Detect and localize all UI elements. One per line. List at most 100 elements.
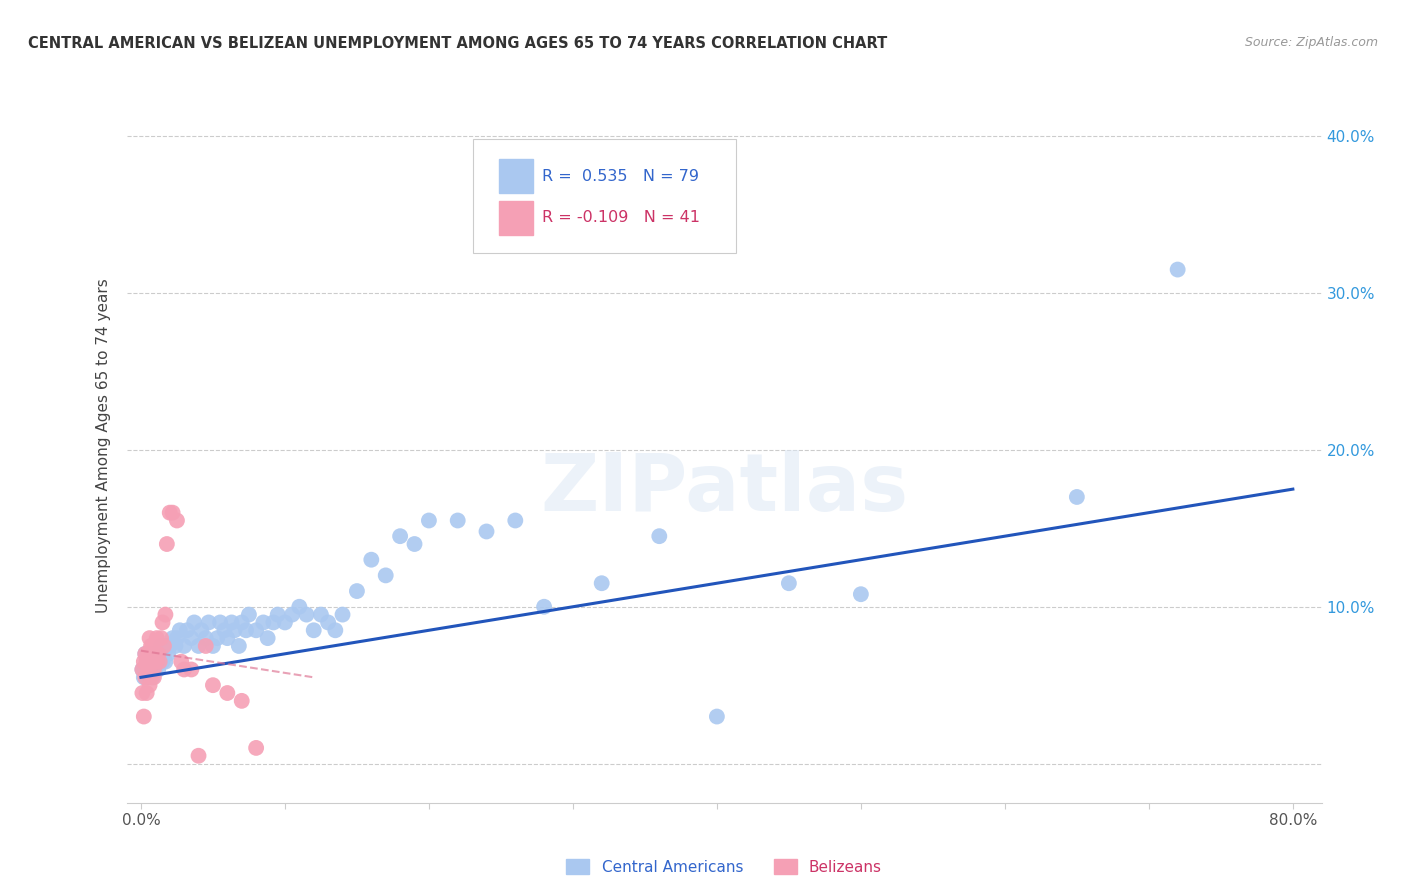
Legend: Central Americans, Belizeans: Central Americans, Belizeans xyxy=(561,853,887,880)
Point xyxy=(447,514,470,528)
Point xyxy=(135,686,157,700)
Point xyxy=(238,607,260,622)
Point xyxy=(389,529,412,543)
Text: R = -0.109   N = 41: R = -0.109 N = 41 xyxy=(543,211,700,225)
Point xyxy=(849,587,872,601)
Point xyxy=(201,639,224,653)
Point xyxy=(209,615,232,630)
Point xyxy=(159,506,181,520)
Point xyxy=(146,655,169,669)
Point xyxy=(194,631,217,645)
Point xyxy=(149,647,172,661)
Point xyxy=(267,607,290,622)
Point xyxy=(146,647,169,661)
Point xyxy=(281,607,304,622)
Point xyxy=(374,568,396,582)
Point xyxy=(224,624,246,638)
Point xyxy=(706,709,728,723)
Point xyxy=(142,670,165,684)
Point xyxy=(132,709,155,723)
Point xyxy=(148,663,170,677)
Point xyxy=(235,624,257,638)
Point xyxy=(316,615,339,630)
Point xyxy=(142,663,165,677)
Point xyxy=(155,655,177,669)
Point xyxy=(1066,490,1088,504)
Point xyxy=(132,670,155,684)
Bar xyxy=(499,159,533,194)
Point xyxy=(136,663,159,677)
Point xyxy=(146,631,169,645)
Y-axis label: Unemployment Among Ages 65 to 74 years: Unemployment Among Ages 65 to 74 years xyxy=(96,278,111,614)
Point xyxy=(228,639,250,653)
Point xyxy=(176,624,198,638)
Point xyxy=(262,615,284,630)
Point xyxy=(183,615,205,630)
Point xyxy=(136,647,159,661)
Point xyxy=(156,537,179,551)
Point xyxy=(201,678,224,692)
Point xyxy=(162,506,184,520)
Point xyxy=(156,639,179,653)
Point xyxy=(187,639,209,653)
Point xyxy=(138,631,160,645)
Point xyxy=(138,663,160,677)
Point xyxy=(207,631,229,645)
Point xyxy=(142,647,165,661)
Point xyxy=(360,552,382,566)
Point xyxy=(165,639,187,653)
Point xyxy=(136,670,159,684)
Point xyxy=(245,624,267,638)
Point xyxy=(142,655,165,669)
Point xyxy=(180,663,202,677)
Point xyxy=(1167,262,1189,277)
Point xyxy=(153,647,176,661)
Point xyxy=(173,639,195,653)
Point xyxy=(131,663,153,677)
Point xyxy=(132,655,155,669)
Point xyxy=(139,647,162,661)
Point xyxy=(134,663,156,677)
Point xyxy=(134,647,156,661)
Point xyxy=(197,615,219,630)
Point xyxy=(505,514,527,528)
Point xyxy=(152,655,174,669)
Point xyxy=(778,576,800,591)
Point xyxy=(169,624,191,638)
Point xyxy=(323,624,346,638)
Point xyxy=(217,686,239,700)
Point xyxy=(139,670,162,684)
Point xyxy=(346,584,368,599)
Point xyxy=(138,678,160,692)
Point xyxy=(187,748,209,763)
Point xyxy=(153,639,176,653)
FancyBboxPatch shape xyxy=(472,139,737,253)
Point xyxy=(141,655,163,669)
Text: ZIPatlas: ZIPatlas xyxy=(540,450,908,528)
Text: Source: ZipAtlas.com: Source: ZipAtlas.com xyxy=(1244,36,1378,49)
Point xyxy=(533,599,555,614)
Point xyxy=(139,639,162,653)
Point xyxy=(134,670,156,684)
Point xyxy=(418,514,440,528)
Point xyxy=(231,615,253,630)
Point xyxy=(404,537,426,551)
Point xyxy=(190,624,212,638)
Point xyxy=(221,615,243,630)
Point xyxy=(131,686,153,700)
Point xyxy=(648,529,671,543)
Point xyxy=(143,655,166,669)
Point xyxy=(475,524,498,539)
Point xyxy=(134,647,156,661)
Point xyxy=(162,631,184,645)
Point xyxy=(252,615,274,630)
Point xyxy=(591,576,613,591)
Point xyxy=(288,599,311,614)
Point xyxy=(149,655,172,669)
Bar xyxy=(499,201,533,235)
Text: CENTRAL AMERICAN VS BELIZEAN UNEMPLOYMENT AMONG AGES 65 TO 74 YEARS CORRELATION : CENTRAL AMERICAN VS BELIZEAN UNEMPLOYMEN… xyxy=(28,36,887,51)
Point xyxy=(214,624,236,638)
Point xyxy=(141,670,163,684)
Point xyxy=(302,624,325,638)
Point xyxy=(150,631,173,645)
